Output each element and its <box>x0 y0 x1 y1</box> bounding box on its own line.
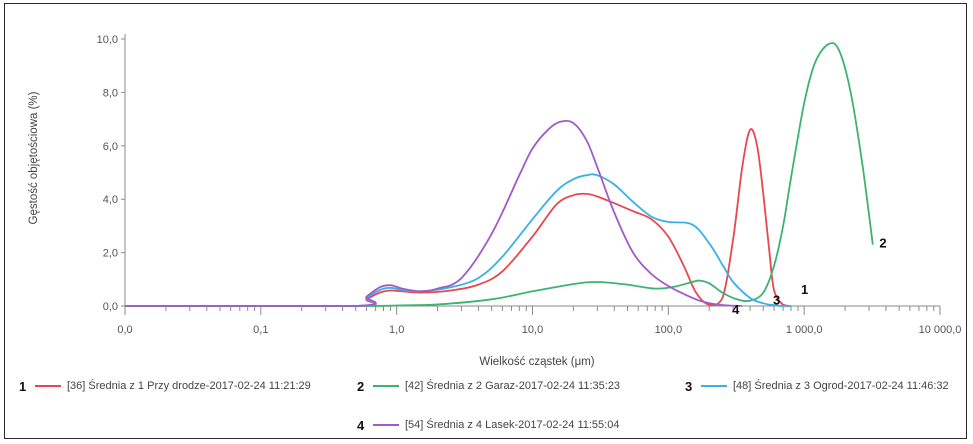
x-tick-label: 1 000,0 <box>786 324 823 336</box>
y-axis-title: Gęstość objętościowa (%) <box>28 91 40 224</box>
legend-item: 2 [42] Średnia z 2 Garaz-2017-02-24 11:35… <box>357 378 620 394</box>
series-1-line <box>125 128 792 307</box>
curve-number-label: 3 <box>773 293 780 308</box>
legend-item: 1 [36] Średnia z 1 Przy drodze-2017-02-24… <box>19 378 311 394</box>
axes: 0,0 2,0 4,0 6,0 8,0 10,0 0,0 0,1 1,0 10,0 100,0 1 0… <box>97 34 962 336</box>
y-tick-label: 10,0 <box>97 34 118 46</box>
curve-number-label: 4 <box>732 302 740 317</box>
series-4-line <box>125 119 743 307</box>
legend-item: 3 [48] Średnia z 3 Ogrod-2017-02-24 11:46… <box>685 378 949 394</box>
curve-labels: 2 1 3 4 <box>732 235 887 317</box>
legend-label: [54] Średnia z 4 Lasek-2017-02-24 11:55:… <box>405 419 620 431</box>
y-tick-label: 4,0 <box>103 194 118 206</box>
x-tick-label: 10,0 <box>522 324 543 336</box>
legend-swatch <box>373 424 399 426</box>
legend-swatch <box>373 385 399 387</box>
legend-number: 4 <box>357 417 365 433</box>
legend-label: [36] Średnia z 1 Przy drodze-2017-02-24 … <box>67 380 311 392</box>
x-tick-label: 0,0 <box>117 324 132 336</box>
legend-label: [42] Średnia z 2 Garaz-2017-02-24 11:35:… <box>405 380 621 392</box>
legend-item: 4 [54] Średnia z 4 Lasek-2017-02-24 11:55… <box>357 417 619 433</box>
series-2-line <box>125 42 874 307</box>
x-tick-label: 1,0 <box>389 324 404 336</box>
curves <box>125 42 874 307</box>
x-tick-label: 100,0 <box>655 324 683 336</box>
legend-number: 3 <box>685 378 693 394</box>
density-chart: 0,0 2,0 4,0 6,0 8,0 10,0 0,0 0,1 1,0 10,0 100,0 1 0… <box>28 34 962 368</box>
series-3-line <box>125 173 791 307</box>
legend-swatch <box>35 385 61 387</box>
y-tick-label: 0,0 <box>103 301 118 313</box>
y-tick-label: 8,0 <box>103 87 118 99</box>
legend-number: 1 <box>19 378 27 394</box>
x-axis-title: Wielkość cząstek (μm) <box>479 356 594 368</box>
legend-number: 2 <box>357 378 365 394</box>
curve-number-label: 1 <box>801 282 808 297</box>
curve-number-label: 2 <box>879 235 886 250</box>
x-tick-label: 10 000,0 <box>919 324 962 336</box>
legend-swatch <box>701 385 727 387</box>
chart-frame: 0,0 2,0 4,0 6,0 8,0 10,0 0,0 0,1 1,0 10,0 100,0 1 0… <box>4 3 967 439</box>
legend-label: [48] Średnia z 3 Ogrod-2017-02-24 11:46:… <box>733 380 949 392</box>
y-tick-label: 2,0 <box>103 248 118 260</box>
y-tick-label: 6,0 <box>103 141 118 153</box>
x-tick-label: 0,1 <box>253 324 268 336</box>
